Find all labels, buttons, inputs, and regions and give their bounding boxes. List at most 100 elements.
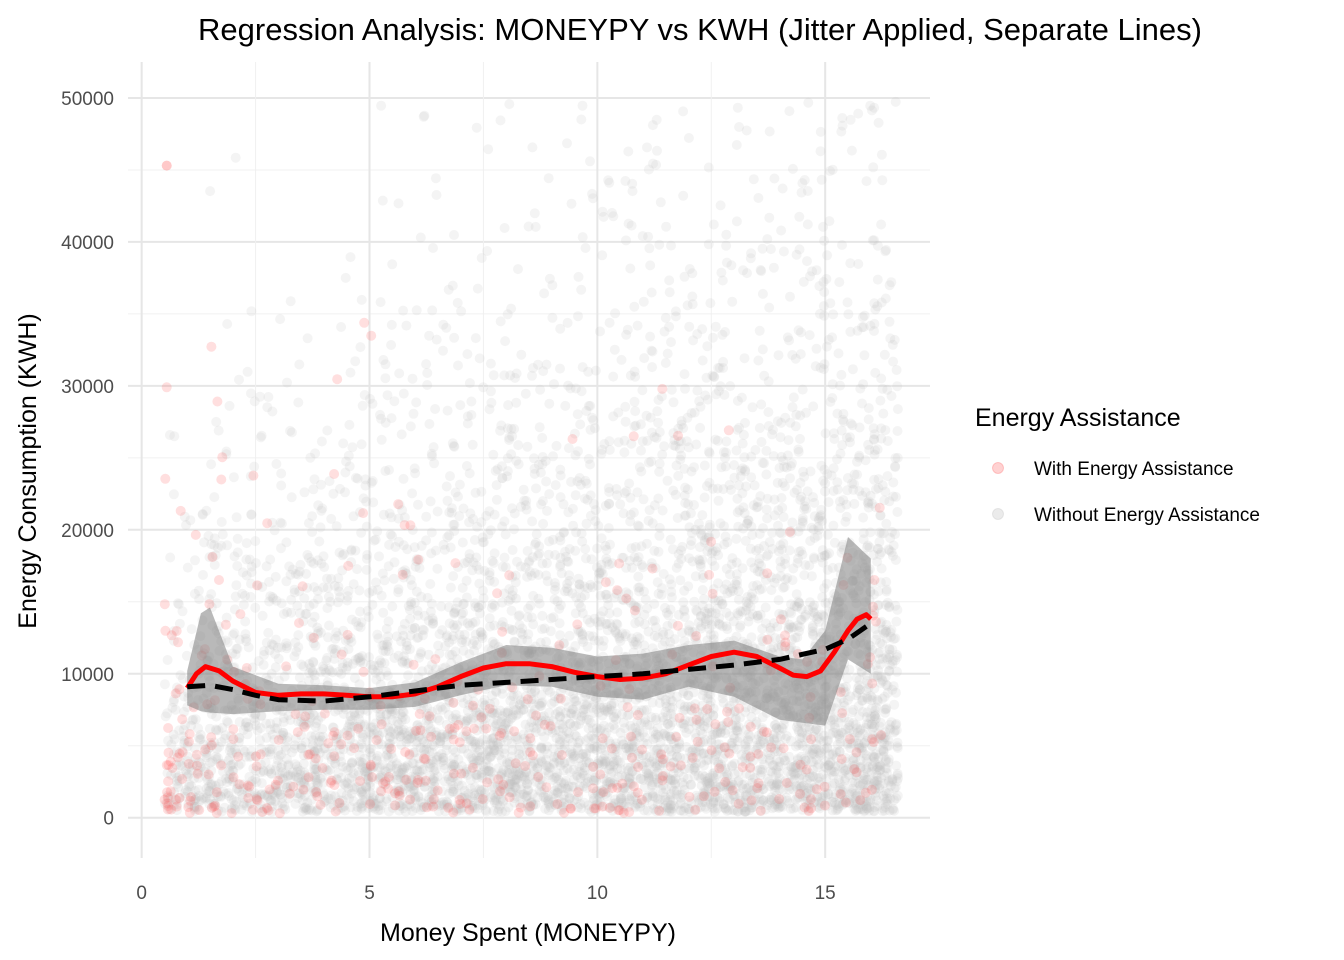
point-without-assistance [890,96,901,107]
point-without-assistance [308,598,319,609]
point-without-assistance [861,176,872,187]
point-without-assistance [427,799,438,810]
point-without-assistance [865,527,876,538]
point-without-assistance [544,536,555,547]
point-without-assistance [680,482,691,493]
point-without-assistance [872,779,883,790]
point-without-assistance [586,806,597,817]
point-without-assistance [588,708,599,718]
point-without-assistance [276,642,287,653]
point-without-assistance [186,624,197,635]
point-without-assistance [692,792,703,803]
point-without-assistance [271,459,282,469]
point-without-assistance [764,302,775,313]
point-without-assistance [445,582,456,593]
point-without-assistance [576,592,587,603]
point-without-assistance [389,653,400,663]
point-without-assistance [488,370,499,381]
point-without-assistance [382,744,393,755]
point-without-assistance [611,588,622,599]
point-without-assistance [357,801,368,812]
point-without-assistance [439,763,450,774]
point-without-assistance [725,569,735,580]
point-without-assistance [836,693,847,704]
point-without-assistance [367,599,378,610]
point-without-assistance [704,614,714,625]
point-without-assistance [356,784,366,795]
point-without-assistance [555,470,566,481]
point-without-assistance [837,240,847,250]
point-without-assistance [740,744,751,755]
point-without-assistance [406,774,417,785]
point-without-assistance [786,735,796,746]
point-without-assistance [628,507,639,518]
point-without-assistance [819,464,830,475]
point-without-assistance [312,775,323,785]
point-without-assistance [344,419,355,430]
point-without-assistance [204,723,215,734]
point-without-assistance [721,579,732,590]
point-without-assistance [803,783,814,794]
point-without-assistance [174,771,185,782]
point-without-assistance [790,421,801,432]
point-without-assistance [840,765,851,776]
point-without-assistance [877,480,888,491]
point-without-assistance [442,405,453,416]
point-without-assistance [639,717,650,728]
point-without-assistance [202,788,213,799]
point-without-assistance [607,801,618,812]
point-without-assistance [346,788,357,799]
point-without-assistance [393,584,404,595]
point-without-assistance [537,496,548,507]
point-without-assistance [282,735,293,746]
point-without-assistance [696,748,707,759]
point-without-assistance [513,440,524,451]
point-without-assistance [417,666,428,677]
point-without-assistance [659,754,670,765]
point-without-assistance [612,607,623,618]
point-without-assistance [275,773,286,784]
point-without-assistance [638,296,649,307]
point-without-assistance [315,522,326,533]
point-without-assistance [782,766,793,777]
point-without-assistance [826,796,837,807]
point-without-assistance [776,544,787,555]
point-without-assistance [892,768,903,779]
point-without-assistance [885,724,896,735]
point-without-assistance [428,618,439,629]
point-without-assistance [809,553,820,564]
point-without-assistance [276,468,287,479]
point-without-assistance [188,791,198,802]
point-without-assistance [384,539,395,550]
point-without-assistance [590,365,601,376]
point-without-assistance [593,521,604,531]
point-without-assistance [639,353,650,364]
point-without-assistance [286,492,297,503]
point-without-assistance [581,553,591,564]
point-without-assistance [679,490,690,501]
point-without-assistance [304,708,315,719]
point-without-assistance [737,779,748,790]
point-without-assistance [873,117,884,128]
point-without-assistance [562,578,573,589]
point-without-assistance [803,803,814,814]
point-without-assistance [483,144,494,155]
point-without-assistance [835,503,846,513]
point-without-assistance [719,584,730,595]
point-without-assistance [381,623,392,634]
point-without-assistance [316,436,327,447]
point-without-assistance [544,718,555,729]
point-without-assistance [880,600,891,610]
point-without-assistance [229,800,240,811]
point-without-assistance [351,806,362,816]
point-without-assistance [406,580,417,591]
point-without-assistance [804,330,815,341]
point-without-assistance [337,662,348,673]
point-without-assistance [807,266,818,277]
point-without-assistance [829,537,840,548]
point-without-assistance [470,487,481,498]
point-without-assistance [529,453,539,464]
point-without-assistance [469,535,480,545]
point-without-assistance [874,537,885,547]
point-without-assistance [554,618,565,629]
